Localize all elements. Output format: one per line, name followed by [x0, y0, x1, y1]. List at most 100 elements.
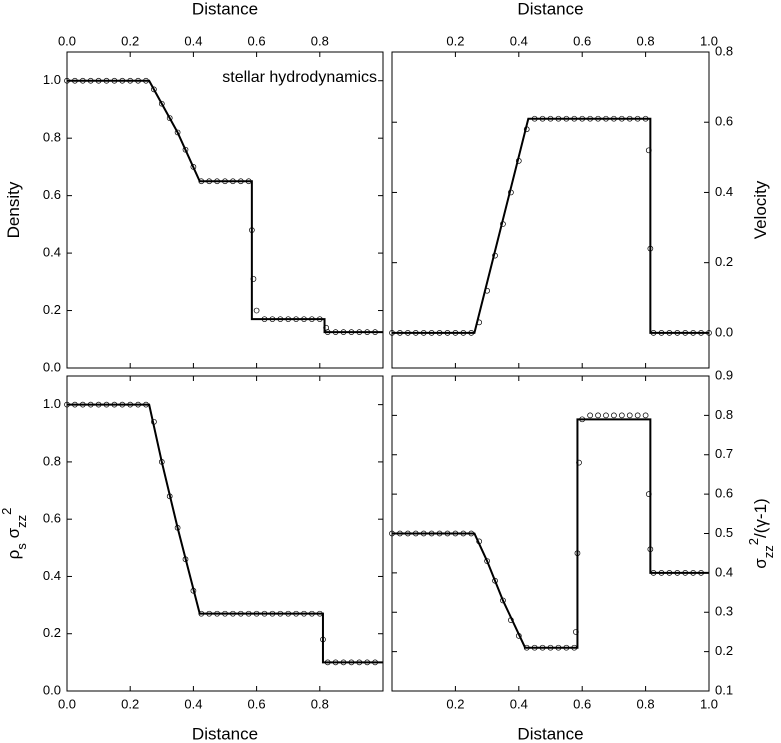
simulation-point — [269, 610, 276, 617]
simulation-point — [214, 610, 220, 617]
x-axis-title: Distance — [517, 724, 583, 743]
simulation-point — [500, 221, 506, 227]
simulation-point — [508, 617, 514, 623]
simulation-point — [103, 401, 110, 408]
simulation-point — [87, 401, 94, 408]
simulation-point — [428, 530, 435, 537]
simulation-point — [332, 659, 339, 666]
plot-frame — [391, 51, 710, 369]
simulation-point — [111, 401, 118, 408]
simulation-point — [119, 401, 126, 408]
x-tick-label: 0.0 — [58, 33, 76, 48]
simulation-point — [460, 330, 467, 336]
y-axis-title-part: σ — [751, 558, 770, 569]
y-tick-label: 0.6 — [715, 114, 733, 129]
x-tick-label: 0.6 — [248, 33, 266, 48]
simulation-point — [468, 330, 475, 336]
simulation-point — [72, 77, 78, 84]
simulation-point — [127, 401, 134, 408]
simulation-point — [277, 316, 284, 323]
simulation-point — [301, 316, 307, 323]
x-tick-label: 0.4 — [510, 33, 528, 48]
simulation-point — [611, 412, 617, 419]
simulation-point — [603, 115, 609, 122]
solution-line — [67, 403, 383, 664]
simulation-point — [573, 629, 579, 635]
simulation-point — [119, 77, 126, 84]
simulation-point — [389, 330, 395, 336]
plot-area — [389, 115, 712, 336]
simulation-point — [364, 659, 371, 666]
simulation-point — [539, 115, 546, 122]
x-tick-label: 0.8 — [637, 696, 655, 711]
simulation-point — [444, 530, 451, 537]
x-tick-label: 0.6 — [248, 696, 266, 711]
x-tick-label: 0.2 — [121, 33, 139, 48]
y-tick-label: 0.4 — [43, 568, 61, 583]
simulation-point — [261, 610, 268, 617]
simulation-point — [320, 636, 326, 643]
simulation-point — [647, 546, 654, 553]
simulation-point — [539, 644, 546, 651]
simulation-point — [576, 459, 582, 466]
y-axis-title: ρs σzz2 — [0, 508, 29, 560]
simulation-point — [214, 178, 220, 185]
simulation-point — [579, 115, 586, 122]
simulation-point — [444, 330, 451, 336]
simulation-point — [420, 530, 427, 537]
simulation-point — [166, 493, 173, 500]
panel: 0.2 0.4 0.6 0.8 1.00.1 0.2 0.3 0.4 0.5 0.6 0.7 0.8 0… — [389, 367, 776, 743]
simulation-point — [166, 115, 173, 121]
y-axis-title-part: zz — [761, 545, 776, 558]
simulation-point — [316, 316, 323, 323]
simulation-point — [95, 401, 102, 408]
x-tick-label: 0.2 — [446, 33, 464, 48]
y-tick-label: 0.1 — [715, 682, 733, 697]
y-tick-label: 0.5 — [715, 525, 733, 540]
simulation-point — [356, 659, 363, 666]
panel: 0.0 0.2 0.4 0.6 0.8 0.0 0.2 0.4 0.6 0.8 1.0 Distanc… — [0, 375, 384, 743]
simulation-point — [563, 115, 570, 122]
y-axis-title-part: σ — [4, 527, 23, 543]
simulation-point — [316, 610, 323, 617]
simulation-point — [579, 416, 586, 423]
simulation-point — [222, 610, 228, 617]
simulation-point — [484, 558, 490, 564]
simulation-point — [364, 329, 371, 335]
simulation-point — [190, 164, 197, 170]
simulation-point — [476, 319, 483, 326]
simulation-point — [571, 644, 578, 651]
simulation-point — [690, 570, 697, 576]
simulation-point — [95, 77, 102, 84]
simulation-point — [237, 610, 244, 617]
y-tick-label: 0.6 — [715, 486, 733, 501]
simulation-point — [468, 530, 475, 537]
plot-area — [389, 412, 709, 651]
simulation-point — [253, 610, 260, 617]
x-axis-title: Distance — [192, 724, 258, 743]
simulation-point — [182, 556, 189, 563]
simulation-point — [332, 329, 339, 335]
simulation-point — [277, 610, 284, 617]
plot-area — [64, 401, 383, 666]
simulation-point — [523, 644, 530, 651]
simulation-point — [492, 577, 498, 584]
simulation-point — [645, 491, 652, 497]
simulation-point — [476, 538, 483, 545]
simulation-point — [64, 401, 70, 408]
simulation-point — [682, 570, 689, 576]
y-tick-label: 0.8 — [715, 407, 733, 422]
y-tick-label: 0.2 — [715, 643, 733, 658]
y-axis-title-part: zz — [14, 515, 29, 528]
panel: 0.2 0.4 0.6 0.8 1.00.00.20.40.60.8DistanceVe… — [389, 0, 770, 369]
x-axis-title: Distance — [192, 0, 258, 18]
simulation-point — [245, 178, 252, 185]
simulation-point — [647, 245, 654, 252]
simulation-point — [634, 412, 641, 419]
x-tick-label: 0.8 — [311, 696, 329, 711]
solution-line — [392, 117, 709, 334]
simulation-point — [245, 610, 252, 617]
simulation-point — [182, 146, 189, 153]
